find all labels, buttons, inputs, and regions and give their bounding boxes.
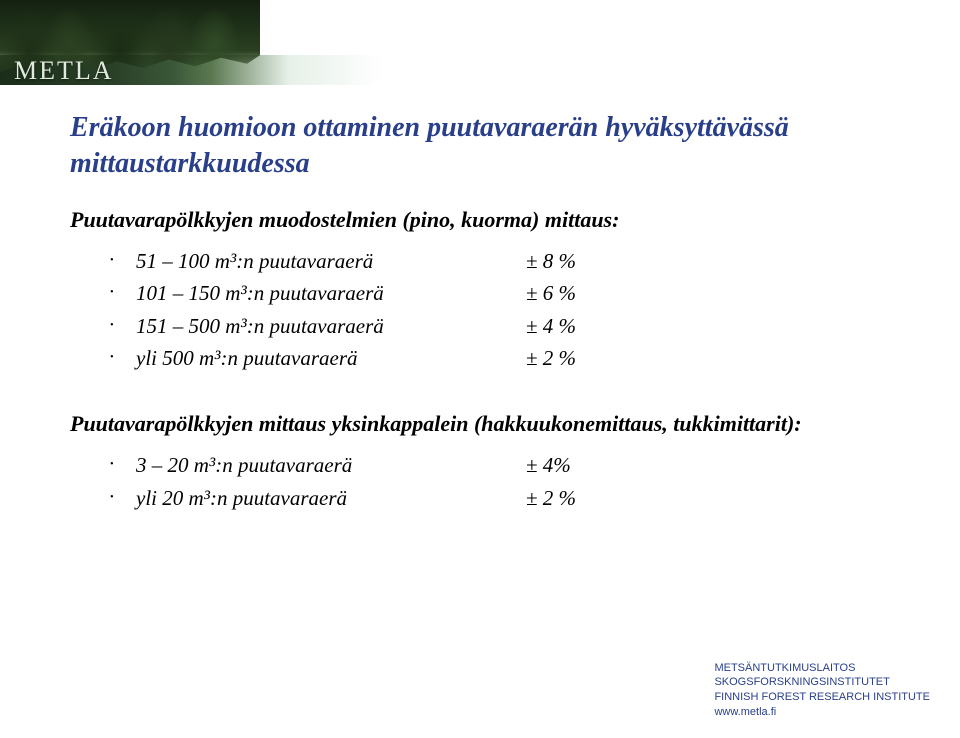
list-item: yli 20 m³:n puutavaraerä ± 2 %: [110, 482, 890, 515]
list-item: yli 500 m³:n puutavaraerä ± 2 %: [110, 342, 890, 375]
footer-line: METSÄNTUTKIMUSLAITOS: [714, 661, 930, 676]
range-label: 3 – 20 m³:n puutavaraerä: [136, 449, 526, 482]
footer-line: FINNISH FOREST RESEARCH INSTITUTE: [714, 690, 930, 705]
range-label: yli 20 m³:n puutavaraerä: [136, 482, 526, 515]
list-item: 151 – 500 m³:n puutavaraerä ± 4 %: [110, 310, 890, 343]
tolerance-value: ± 6 %: [526, 277, 576, 310]
section2-list: 3 – 20 m³:n puutavaraerä ± 4% yli 20 m³:…: [110, 449, 890, 514]
footer-institute-block: METSÄNTUTKIMUSLAITOS SKOGSFORSKNINGSINST…: [714, 661, 930, 720]
slide-content: Eräkoon huomioon ottaminen puutavaraerän…: [70, 110, 890, 550]
range-label: 51 – 100 m³:n puutavaraerä: [136, 245, 526, 278]
brand-logo: METLA: [14, 56, 114, 86]
footer-url: www.metla.fi: [714, 705, 930, 720]
section1-list: 51 – 100 m³:n puutavaraerä ± 8 % 101 – 1…: [110, 245, 890, 375]
list-item: 3 – 20 m³:n puutavaraerä ± 4%: [110, 449, 890, 482]
list-item: 51 – 100 m³:n puutavaraerä ± 8 %: [110, 245, 890, 278]
range-label: yli 500 m³:n puutavaraerä: [136, 342, 526, 375]
tolerance-value: ± 2 %: [526, 342, 576, 375]
tolerance-value: ± 4%: [526, 449, 571, 482]
tolerance-value: ± 8 %: [526, 245, 576, 278]
range-label: 101 – 150 m³:n puutavaraerä: [136, 277, 526, 310]
list-item: 101 – 150 m³:n puutavaraerä ± 6 %: [110, 277, 890, 310]
range-label: 151 – 500 m³:n puutavaraerä: [136, 310, 526, 343]
section1-heading: Puutavarapölkkyjen muodostelmien (pino, …: [70, 207, 890, 233]
footer-line: SKOGSFORSKNINGSINSTITUTET: [714, 675, 930, 690]
slide-title: Eräkoon huomioon ottaminen puutavaraerän…: [70, 110, 890, 183]
tolerance-value: ± 2 %: [526, 482, 576, 515]
section2-heading: Puutavarapölkkyjen mittaus yksinkappalei…: [70, 411, 890, 437]
tolerance-value: ± 4 %: [526, 310, 576, 343]
